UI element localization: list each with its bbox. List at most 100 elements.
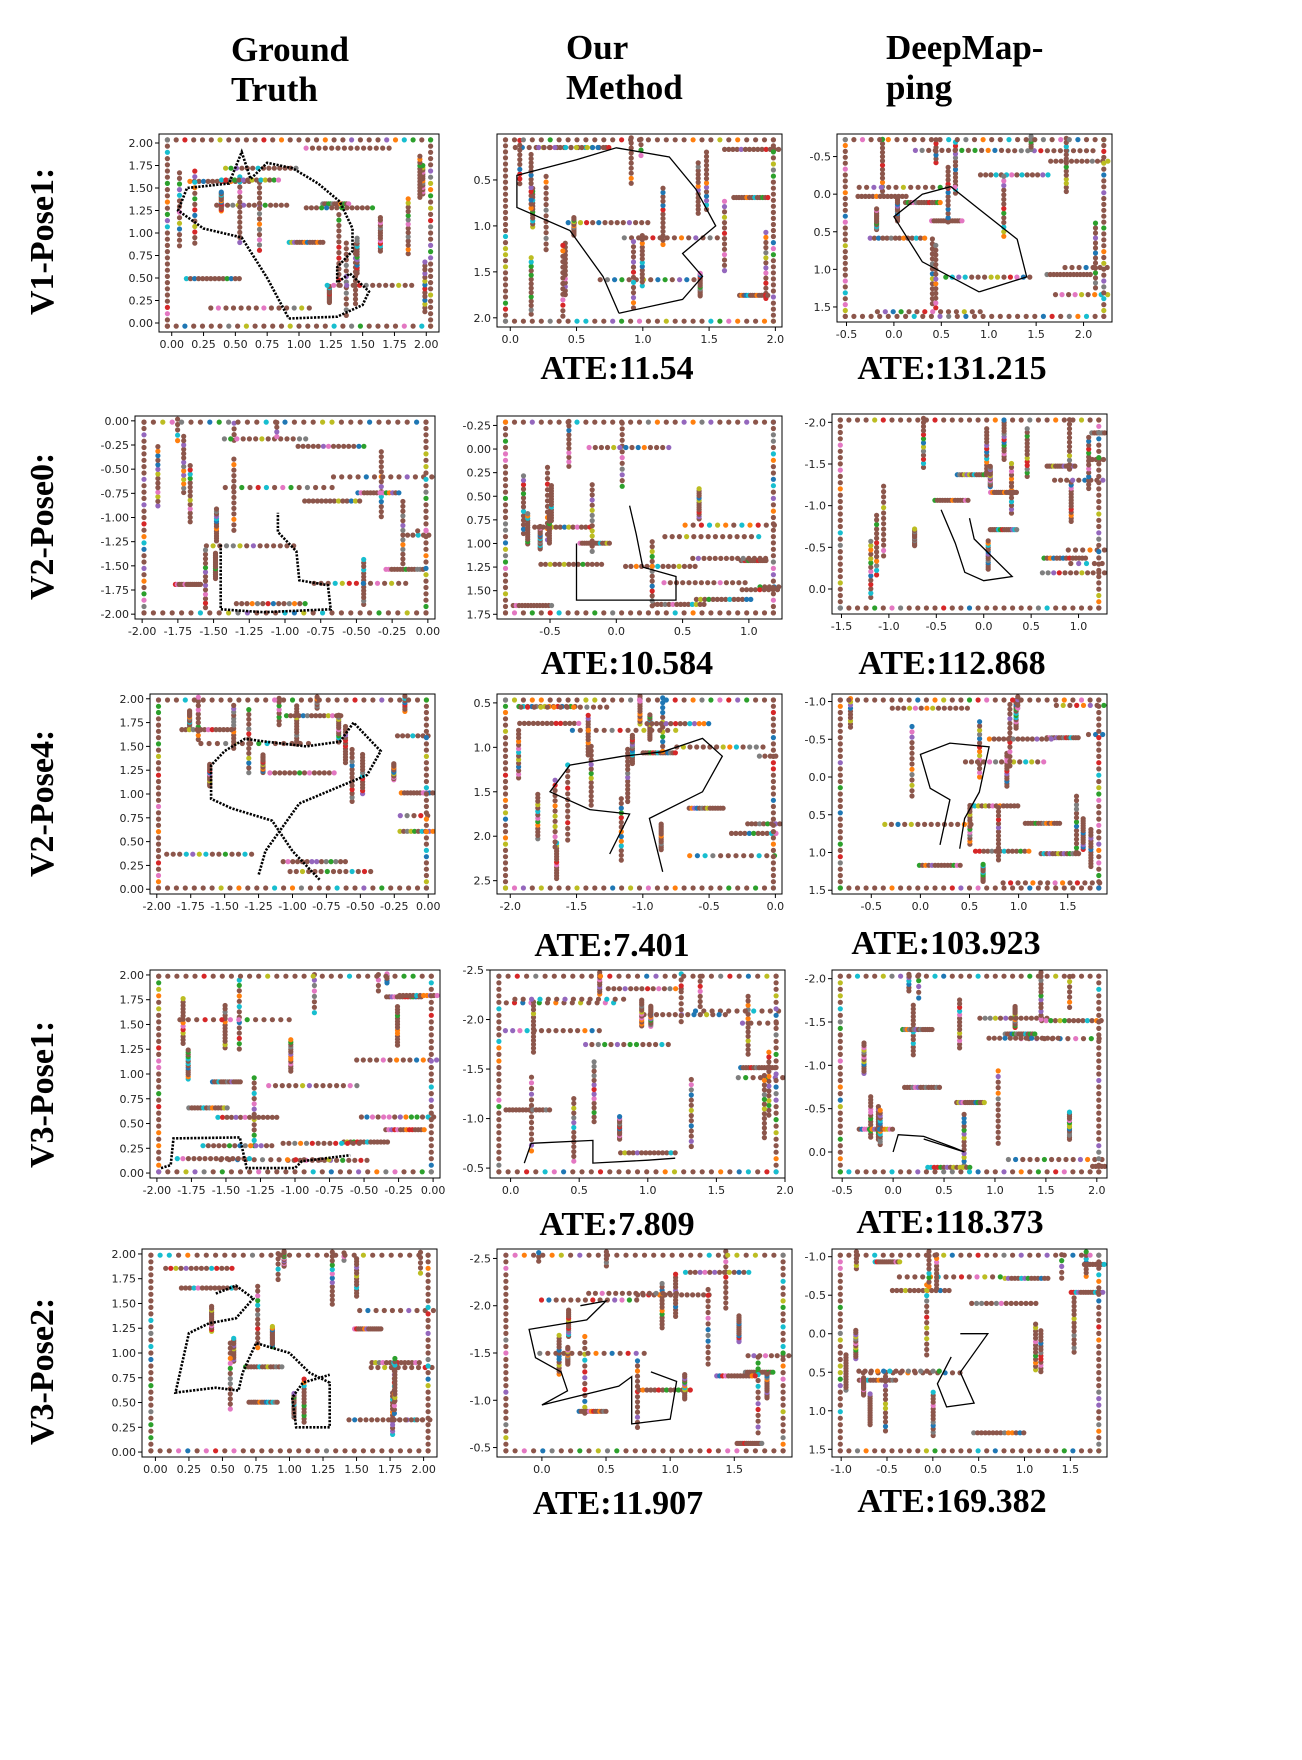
map-point <box>1073 570 1079 576</box>
map-point <box>744 885 750 891</box>
map-point <box>517 147 523 153</box>
x-tick-label: -2.00 <box>128 625 156 638</box>
map-point <box>874 563 880 569</box>
map-point <box>933 252 939 258</box>
x-tick-label: -1.50 <box>199 625 227 638</box>
map-point <box>246 707 252 713</box>
map-point <box>639 244 645 250</box>
map-point <box>384 137 390 143</box>
map-point <box>304 859 310 865</box>
map-point <box>195 707 201 713</box>
map-point <box>502 553 509 559</box>
map-point <box>200 1143 206 1149</box>
map-point <box>837 530 843 536</box>
map-point <box>695 555 701 561</box>
map-point <box>404 610 410 616</box>
map-point <box>155 716 162 722</box>
y-tick-label: 0.0 <box>814 188 832 201</box>
map-point <box>763 285 769 291</box>
map-point <box>502 185 509 191</box>
map-point <box>1101 266 1107 272</box>
map-point <box>269 1017 275 1023</box>
map-point <box>403 580 409 586</box>
map-point <box>909 750 915 756</box>
map-point <box>654 885 660 891</box>
map-point <box>319 498 325 504</box>
map-point <box>428 1032 434 1038</box>
map-point <box>741 853 747 859</box>
map-point <box>214 178 220 184</box>
map-point <box>187 493 193 499</box>
map-point <box>227 697 233 703</box>
map-point <box>502 167 509 173</box>
map-point <box>866 193 872 199</box>
map-point <box>933 152 939 158</box>
map-point <box>236 988 242 994</box>
map-point <box>874 206 880 212</box>
map-point <box>374 580 381 586</box>
map-point <box>1096 555 1102 561</box>
map-point <box>180 996 186 1002</box>
map-point <box>746 146 753 152</box>
map-point <box>529 137 535 143</box>
map-point <box>428 242 434 248</box>
map-point <box>191 697 197 703</box>
map-point <box>837 697 843 703</box>
map-point <box>516 775 522 781</box>
map-point <box>355 868 361 875</box>
map-point <box>770 610 776 616</box>
map-point <box>299 868 306 875</box>
map-point <box>909 756 915 762</box>
map-point <box>770 221 776 228</box>
map-point <box>246 731 252 737</box>
map-point <box>610 318 616 324</box>
map-point <box>306 868 312 875</box>
map-point <box>256 1114 262 1120</box>
map-point <box>543 230 549 236</box>
map-point <box>288 713 294 719</box>
map-point <box>502 419 509 425</box>
map-point <box>221 727 227 733</box>
map-point <box>405 196 411 202</box>
map-point <box>966 885 973 891</box>
map-point <box>920 313 926 319</box>
map-point <box>270 137 276 143</box>
map-point <box>528 1148 535 1154</box>
map-point <box>915 697 921 703</box>
map-point <box>520 610 526 616</box>
map-point <box>273 419 279 425</box>
map-point <box>687 563 693 569</box>
map-point <box>265 601 271 607</box>
map-point <box>251 1132 257 1138</box>
map-point <box>327 1140 333 1146</box>
map-point <box>419 1114 426 1120</box>
map-point <box>1063 176 1069 182</box>
map-point <box>222 851 228 857</box>
map-point <box>682 522 688 528</box>
map-point <box>695 203 701 209</box>
map-point <box>1086 446 1092 452</box>
map-point <box>837 760 843 766</box>
map-point <box>995 817 1002 823</box>
map-point <box>677 277 683 283</box>
map-point <box>361 885 367 891</box>
map-point <box>155 866 162 872</box>
x-tick-label: -0.5 <box>836 328 857 341</box>
map-point <box>933 144 939 150</box>
map-point <box>261 305 267 311</box>
map-point <box>1096 536 1102 542</box>
map-point <box>392 1169 398 1175</box>
map-point <box>428 1149 434 1155</box>
map-point <box>699 419 705 425</box>
map-point <box>837 586 843 592</box>
map-point <box>187 488 193 495</box>
map-point <box>165 973 171 979</box>
map-point <box>619 697 625 703</box>
map-point <box>717 697 723 703</box>
map-point <box>929 236 935 242</box>
map-point <box>619 455 625 461</box>
map-point <box>224 202 231 208</box>
map-point <box>1074 880 1080 886</box>
map-point <box>930 309 936 315</box>
x-tick-label: 1.0 <box>1070 620 1088 633</box>
